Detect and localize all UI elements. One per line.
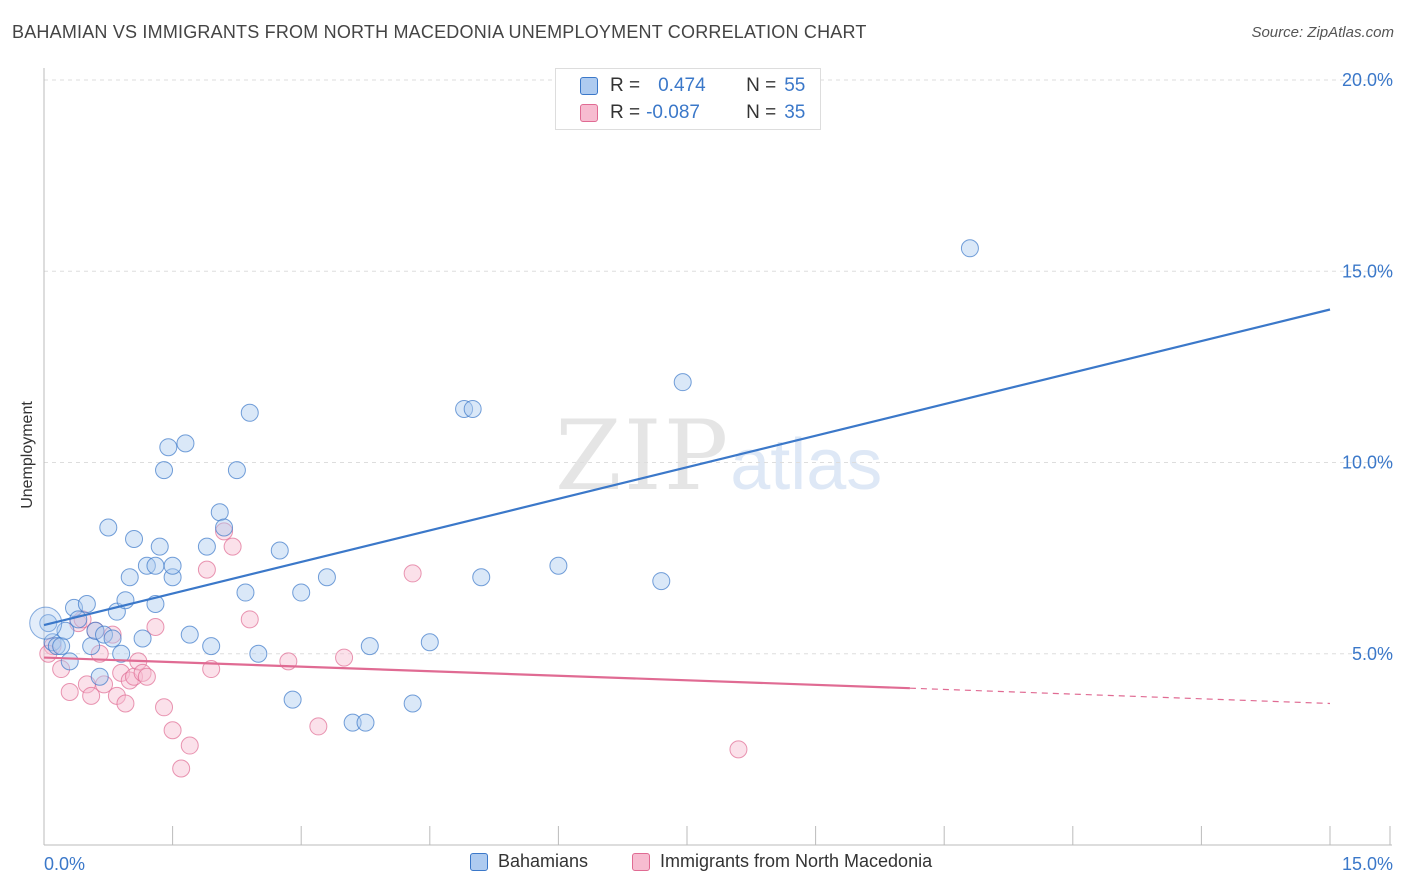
macedonia-point-33	[729, 740, 748, 759]
legend-item-macedonia: Immigrants from North Macedonia	[632, 851, 932, 872]
bahamians-point-43	[343, 713, 362, 732]
macedonia-point-23	[180, 736, 199, 755]
macedonia-point-19	[146, 617, 165, 636]
bahamians-point-52	[652, 572, 671, 591]
bahamians-point-7	[69, 610, 88, 629]
bahamians-point-14	[103, 629, 122, 648]
pink-n-value: 35	[784, 102, 806, 123]
macedonia-point-22	[172, 759, 191, 778]
bahamians-point-10	[86, 621, 105, 640]
y-tick-label-0: 5.0%	[1352, 644, 1393, 664]
legend-swatch-macedonia	[632, 852, 650, 871]
macedonia-trend-line	[43, 656, 910, 690]
bahamians-point-31	[197, 537, 216, 556]
bahamians-point-42	[317, 568, 336, 587]
bahamians-trend-line	[43, 308, 1331, 627]
chart-title: BAHAMIAN VS IMMIGRANTS FROM NORTH MACEDO…	[12, 22, 867, 42]
bahamians-point-8	[77, 595, 96, 614]
bahamians-point-11	[90, 667, 109, 686]
macedonia-point-25	[202, 660, 221, 679]
x-tick-label-1: 15.0%	[1342, 854, 1393, 874]
bahamians-point-29	[176, 434, 195, 453]
macedonia-point-18	[137, 667, 156, 686]
macedonia-point-32	[403, 564, 422, 583]
bahamians-point-19	[125, 530, 144, 548]
pink-r-value: -0.087	[646, 102, 700, 123]
macedonia-point-28	[240, 610, 259, 629]
macedonia-trend-dashed	[909, 687, 1331, 705]
bahamians-point-39	[270, 541, 289, 560]
legend-label-macedonia: Immigrants from North Macedonia	[660, 851, 933, 871]
pink-n-label: N =	[746, 102, 777, 123]
bahamians-point-16	[112, 644, 131, 663]
bahamians-point-28	[163, 556, 182, 575]
blue-n-value: 55	[784, 75, 806, 96]
x-tick-label-0: 0.0%	[44, 854, 85, 874]
bahamians-point-32	[202, 637, 221, 656]
macedonia-point-21	[163, 721, 182, 740]
bahamians-point-51	[549, 556, 568, 575]
bahamians-point-3	[52, 637, 71, 656]
bahamians-point-44	[356, 713, 375, 732]
bahamians-point-13	[99, 518, 118, 537]
bahamians-point-22	[146, 556, 165, 575]
pink-r-label: R =	[610, 102, 641, 123]
stats-legend: R = 0.474 N = 55 R = -0.087 N = 35	[555, 68, 821, 130]
y-tick-label-1: 10.0%	[1342, 453, 1393, 473]
legend-label-bahamians: Bahamians	[498, 851, 589, 871]
stats-row-macedonia: R = -0.087 N = 35	[580, 100, 805, 126]
bahamians-point-47	[420, 633, 439, 652]
bahamians-point-49	[463, 399, 482, 418]
bahamians-point-20	[133, 629, 152, 648]
macedonia-point-20	[155, 698, 174, 717]
macedonia-point-2	[60, 683, 79, 701]
legend-item-bahamians: Bahamians	[470, 851, 588, 872]
blue-r-label: R =	[610, 75, 641, 96]
y-tick-label-2: 15.0%	[1342, 261, 1393, 281]
bahamians-point-35	[227, 461, 246, 480]
bahamians-point-26	[159, 438, 178, 457]
blue-swatch	[580, 77, 598, 95]
bahamians-point-5	[60, 652, 79, 671]
macedonia-point-27	[223, 537, 242, 556]
bahamians-point-large	[29, 606, 63, 640]
bahamians-point-54	[960, 239, 979, 258]
bahamians-point-30	[180, 625, 199, 644]
bahamians-point-53	[673, 373, 692, 392]
macedonia-point-13	[116, 694, 135, 713]
source-label: Source: ZipAtlas.com	[1251, 24, 1394, 41]
bahamians-point-36	[236, 583, 255, 602]
bahamians-point-18	[120, 568, 139, 587]
bottom-legend: Bahamians Immigrants from North Macedoni…	[0, 851, 1406, 879]
macedonia-point-31	[335, 648, 354, 667]
macedonia-point-24	[197, 560, 216, 579]
bahamians-point-45	[360, 637, 379, 656]
bahamians-point-24	[150, 537, 169, 556]
legend-swatch-bahamians	[470, 852, 488, 871]
macedonia-point-26	[215, 522, 234, 541]
blue-r-value: 0.474	[658, 75, 706, 96]
bahamians-point-25	[155, 461, 174, 480]
stats-row-bahamians: R = 0.474 N = 55	[580, 73, 805, 99]
bahamians-point-46	[403, 694, 422, 713]
bahamians-point-38	[249, 644, 268, 663]
y-tick-label-3: 20.0%	[1342, 70, 1393, 90]
bahamians-point-41	[292, 583, 311, 602]
blue-n-label: N =	[746, 75, 777, 96]
bahamians-point-40	[283, 690, 302, 709]
pink-swatch	[580, 104, 598, 122]
bahamians-point-37	[240, 403, 259, 422]
macedonia-point-30	[309, 717, 328, 736]
bahamians-point-50	[472, 568, 491, 587]
bahamians-point-33	[210, 503, 229, 522]
bahamians-point-34	[215, 518, 234, 537]
macedonia-point-6	[82, 686, 101, 705]
bahamians-point-12	[95, 625, 114, 644]
bahamians-point-2	[47, 637, 66, 656]
